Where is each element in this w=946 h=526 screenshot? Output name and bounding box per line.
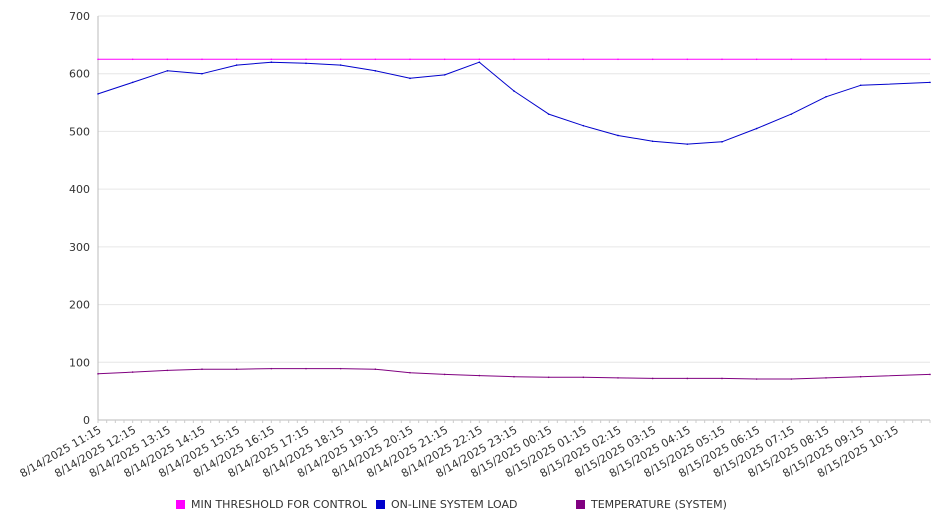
data-point	[409, 58, 411, 61]
data-point	[478, 58, 481, 61]
series-line-2	[97, 368, 931, 380]
y-tick-label: 700	[69, 10, 90, 23]
y-tick-label: 400	[69, 183, 90, 196]
data-point	[409, 77, 411, 80]
y-tick-label: 300	[69, 241, 90, 254]
legend-item-system-load: ON-LINE SYSTEM LOAD	[376, 498, 517, 511]
legend-label-system-load: ON-LINE SYSTEM LOAD	[391, 498, 518, 511]
data-point	[131, 58, 134, 61]
data-point	[651, 140, 654, 143]
data-point	[374, 70, 377, 72]
legend-label-temperature: TEMPERATURE (SYSTEM)	[591, 498, 727, 511]
data-point	[721, 58, 723, 61]
data-point	[478, 374, 481, 377]
data-point	[617, 377, 619, 379]
data-point	[131, 371, 134, 373]
data-point	[547, 376, 550, 379]
data-point	[235, 64, 238, 66]
y-tick-label: 500	[69, 125, 90, 138]
data-point	[270, 367, 273, 370]
data-point	[929, 373, 931, 376]
data-point	[582, 124, 585, 127]
legend-item-temperature: TEMPERATURE (SYSTEM)	[576, 498, 727, 511]
data-point	[825, 58, 827, 61]
data-point	[305, 58, 307, 61]
data-point	[755, 378, 758, 380]
series-lines	[97, 58, 931, 380]
data-point	[513, 375, 515, 378]
data-point	[513, 90, 515, 92]
legend-item-min-threshold: MIN THRESHOLD FOR CONTROL	[176, 498, 367, 511]
data-point	[374, 58, 377, 61]
data-point	[651, 58, 654, 61]
y-tick-labels: 0 100 200 300 400 500 600 700	[69, 10, 90, 427]
data-point	[235, 368, 238, 371]
data-point	[721, 377, 723, 380]
data-point	[651, 377, 654, 380]
data-point	[582, 376, 585, 379]
data-point	[270, 58, 273, 61]
data-point	[201, 58, 203, 61]
legend-swatch-min-threshold	[176, 500, 185, 509]
data-point	[97, 58, 99, 61]
data-point	[270, 61, 273, 63]
data-point	[686, 377, 689, 380]
y-tick-label: 600	[69, 68, 90, 81]
data-point	[443, 58, 446, 61]
data-point	[547, 113, 550, 115]
legend-swatch-temperature	[576, 500, 585, 509]
grid-lines	[98, 15, 930, 363]
data-point	[859, 375, 862, 378]
legend: MIN THRESHOLD FOR CONTROL ON-LINE SYSTEM…	[0, 498, 946, 516]
legend-label-min-threshold: MIN THRESHOLD FOR CONTROL	[191, 498, 367, 511]
data-point	[305, 367, 307, 370]
data-point	[97, 373, 99, 375]
data-point	[721, 141, 723, 143]
axes	[97, 16, 931, 423]
data-point	[755, 58, 758, 61]
data-point	[166, 58, 169, 61]
data-point	[790, 378, 793, 380]
data-point	[582, 58, 585, 61]
data-point	[339, 367, 342, 370]
legend-swatch-system-load	[376, 500, 385, 509]
data-point	[166, 369, 169, 372]
data-point	[547, 58, 550, 61]
data-point	[201, 72, 203, 75]
data-point	[929, 58, 931, 61]
data-point	[790, 113, 793, 115]
data-point	[686, 58, 689, 61]
data-point	[617, 134, 619, 137]
data-point	[305, 62, 307, 65]
data-point	[235, 58, 238, 61]
data-point	[166, 70, 169, 72]
data-point	[443, 373, 446, 376]
data-point	[859, 84, 862, 87]
data-point	[97, 93, 99, 95]
data-point	[374, 368, 377, 371]
data-point	[755, 127, 758, 130]
y-tick-label: 200	[69, 299, 90, 312]
data-point	[409, 371, 411, 374]
data-point	[825, 96, 827, 98]
data-point	[478, 61, 481, 63]
data-point	[513, 58, 515, 61]
data-point	[201, 368, 203, 371]
data-point	[131, 81, 134, 84]
data-point	[859, 58, 862, 61]
data-point	[825, 377, 827, 379]
data-point	[686, 143, 689, 145]
data-point	[339, 58, 342, 61]
data-point	[443, 74, 446, 76]
y-tick-label: 100	[69, 356, 90, 369]
data-point	[790, 58, 793, 61]
data-point	[617, 58, 619, 61]
x-tick-labels: 8/14/2025 11:158/14/2025 12:158/14/2025 …	[18, 423, 901, 480]
series-line-1	[97, 61, 931, 145]
data-point	[929, 81, 931, 84]
y-tick-label: 0	[83, 414, 90, 427]
data-point	[339, 64, 342, 66]
